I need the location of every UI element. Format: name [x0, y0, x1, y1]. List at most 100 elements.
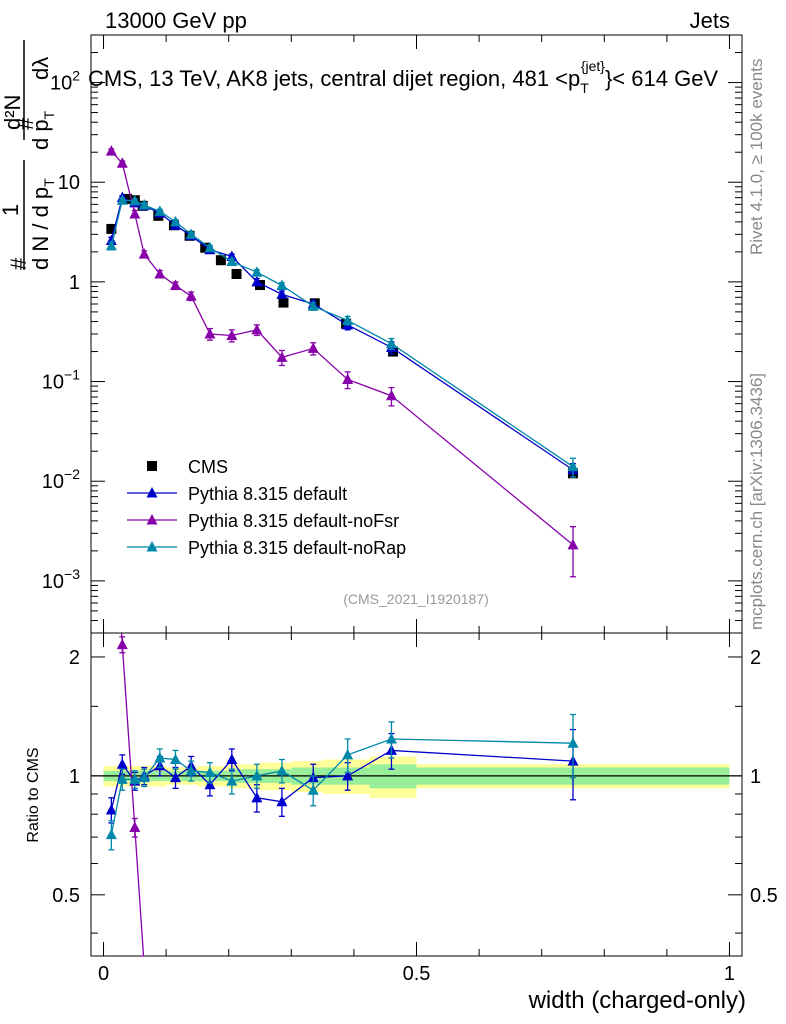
data-point	[170, 279, 182, 290]
data-point	[215, 255, 226, 266]
y-top-tick-label: 102	[50, 68, 80, 95]
series-line	[110, 199, 574, 468]
data-point	[342, 314, 354, 325]
series-line	[110, 196, 574, 471]
ratio-point	[170, 771, 182, 783]
data-point	[342, 373, 354, 384]
y-ratio-tick-label-left: 0.5	[52, 885, 80, 907]
data-point	[138, 248, 150, 259]
ratio-point	[276, 795, 288, 807]
data-point	[154, 267, 166, 279]
data-point	[278, 297, 289, 308]
ratio-series-pythia-8-315-default-norap	[105, 713, 579, 851]
data-point	[385, 389, 397, 401]
data-point	[567, 460, 579, 472]
ratio-point	[251, 769, 263, 781]
ratio-point	[226, 753, 238, 765]
legend-marker	[146, 514, 158, 525]
ratio-point	[105, 803, 117, 815]
data-point	[231, 268, 242, 279]
data-point	[200, 242, 211, 253]
mcplots-label: mcplots.cern.ch [arXiv:1306.3436]	[747, 373, 766, 630]
y-ratio-tick-label-right: 2	[750, 647, 761, 669]
ratio-point	[226, 775, 238, 786]
ylabel-dlambda: dλ	[28, 57, 53, 80]
data-point	[276, 351, 288, 362]
ylabel-mid-hash: #	[13, 117, 38, 130]
ratio-point	[154, 751, 166, 763]
y-top-tick-label: 10−2	[42, 466, 80, 493]
ratio-point	[185, 764, 197, 776]
ylabel-numerator: d²N	[0, 95, 25, 130]
legend-label: Pythia 8.315 default-noRap	[188, 538, 406, 558]
data-point	[226, 329, 238, 340]
analysis-watermark: (CMS_2021_I1920187)	[343, 591, 489, 607]
ratio-point	[251, 791, 263, 803]
ratio-point	[116, 758, 128, 769]
x-tick-label: 1	[724, 963, 735, 985]
rivet-version-label: Rivet 4.1.0, ≥ 100k events	[747, 59, 766, 255]
legend: CMS Pythia 8.315 default Pythia 8.315 defa…	[127, 457, 406, 558]
top-panel-series	[105, 145, 579, 578]
y-top-tick-label: 10	[58, 172, 80, 194]
x-tick-label: 0.5	[403, 963, 431, 985]
data-point	[129, 194, 141, 206]
category-label: Jets	[690, 8, 730, 33]
legend-item-cms: CMS	[147, 457, 228, 477]
ratio-panel-series	[105, 632, 579, 957]
series-cms	[106, 193, 578, 479]
y-ratio-tick-label-right: 0.5	[750, 885, 778, 907]
data-point	[251, 266, 263, 277]
y-ratio-tick-label-right: 1	[750, 766, 761, 788]
data-point	[276, 288, 288, 299]
data-point	[185, 290, 197, 301]
ratio-point	[170, 753, 182, 765]
y-top-tick-label: 1	[69, 272, 80, 294]
data-point	[307, 300, 319, 311]
ratio-point	[276, 764, 288, 776]
data-point	[129, 207, 141, 219]
legend-item-pythia-8-315-default: Pythia 8.315 default	[127, 484, 347, 504]
legend-item-pythia-8-315-default-nofsr: Pythia 8.315 default-noFsr	[127, 511, 399, 531]
data-point	[170, 215, 182, 227]
data-point	[138, 199, 150, 210]
ratio-axis-label: Ratio to CMS	[25, 747, 42, 842]
ratio-point	[204, 778, 216, 790]
legend-marker	[146, 541, 158, 552]
legend-item-pythia-8-315-default-norap: Pythia 8.315 default-noRap	[127, 538, 406, 558]
ratio-point	[204, 766, 216, 777]
ratio-series-pythia-8-315-default-nofsr	[116, 632, 145, 957]
y-top-tick-label: 10−1	[42, 367, 80, 394]
y-ratio-tick-label-left: 2	[69, 647, 80, 669]
ratio-point	[138, 771, 150, 783]
data-point	[226, 255, 238, 267]
ratio-point	[342, 748, 354, 760]
ratio-point	[567, 737, 579, 748]
y-axis-label-top: # 1 d N / d pT d²N # d pT dλ	[0, 40, 57, 270]
ratio-uncertainty-bands	[103, 756, 730, 798]
legend-label: Pythia 8.315 default	[188, 484, 347, 504]
data-point	[385, 337, 397, 349]
ratio-point	[342, 769, 354, 781]
axis-ticks: 0 0.5 1 10−3 10−2 10−1 1 10 102 0.5 0.5 1 1 2 2	[42, 34, 778, 985]
ratio-point	[129, 773, 141, 784]
ratio-point	[129, 821, 141, 833]
data-point	[276, 279, 288, 290]
ratio-line	[120, 632, 145, 957]
data-point	[121, 193, 132, 204]
legend-label: CMS	[188, 457, 228, 477]
y-ratio-tick-label-left: 1	[69, 766, 80, 788]
data-point	[116, 157, 128, 168]
plot-title: CMS, 13 TeV, AK8 jets, central dijet reg…	[88, 58, 718, 96]
data-point	[307, 342, 319, 353]
data-point	[105, 145, 117, 156]
ratio-point	[105, 828, 117, 840]
data-point	[154, 205, 166, 216]
legend-label: Pythia 8.315 default-noFsr	[188, 511, 399, 531]
x-tick-label: 0	[98, 963, 109, 985]
data-point	[567, 538, 579, 550]
ylabel-dpt: d pT	[28, 110, 57, 150]
ylabel-denominator: d N / d pT	[28, 178, 57, 270]
ratio-point	[385, 732, 397, 744]
